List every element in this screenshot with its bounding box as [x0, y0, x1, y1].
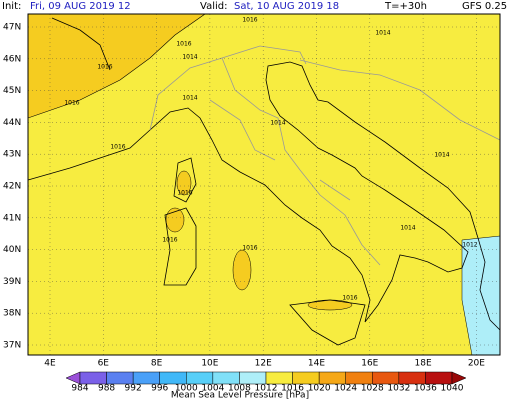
latitude-label: 39N [3, 277, 21, 287]
model: GFS 0.25 [462, 1, 507, 12]
isobar-label: 1016 [177, 190, 192, 197]
colorbar-label: 988 [98, 384, 115, 394]
coastline [51, 17, 111, 71]
high-pressure-area [176, 170, 192, 196]
header: Init: Fri, 09 AUG 2019 12 Valid: Sat, 10… [2, 1, 507, 12]
longitude-label: 4E [44, 359, 56, 369]
colorbar-label: 1000 [175, 384, 198, 394]
isobar-label: 1016 [162, 237, 177, 244]
latitude-label: 47N [3, 23, 21, 33]
colorbar-segment [159, 371, 187, 385]
colorbar-label: 1024 [334, 384, 357, 394]
colorbar-title: Mean Sea Level Pressure [hPa] [171, 391, 309, 400]
longitude-label: 14E [308, 359, 325, 369]
map-frame [27, 13, 501, 356]
colorbar-segment [106, 371, 134, 385]
isobar-label: 1016 [64, 100, 79, 107]
isobar-label: 1016 [176, 41, 191, 48]
colorbar-segment [79, 371, 107, 385]
isobar-labels: 1016 1014 1016 1014 1016 1016 1014 1014 1016 1014… [64, 17, 477, 302]
border [209, 59, 501, 201]
init-value: Fri, 09 AUG 2019 12 [30, 1, 131, 12]
colorbar-label: 1020 [308, 384, 331, 394]
isobar-label: 1012 [462, 242, 477, 249]
longitude-label: 12E [255, 359, 272, 369]
longitude-label: 20E [468, 359, 485, 369]
latitude-label: 43N [3, 150, 21, 160]
isobar-label: 1014 [270, 120, 285, 127]
isobar-label: 1016 [342, 295, 357, 302]
colorbar-segment [132, 371, 160, 385]
isobar-label: 1014 [375, 30, 390, 37]
longitude-label: 10E [201, 359, 218, 369]
latitude-label: 38N [3, 309, 21, 319]
latitude-label: 37N [3, 341, 21, 351]
valid-value: Sat, 10 AUG 2019 18 [234, 1, 339, 12]
longitude-label: 6E [98, 359, 110, 369]
isobar-label: 1016 [110, 144, 125, 151]
colorbar: Mean Sea Level Pressure [hPa] 984 988 992 9… [65, 371, 467, 400]
isobar-label: 1016 [242, 17, 257, 24]
colorbar-segment [398, 371, 426, 385]
high-pressure-area [232, 249, 252, 291]
latitude-label: 45N [3, 86, 21, 96]
colorbar-label: 1016 [281, 384, 304, 394]
isobar-label: 1014 [182, 54, 197, 61]
colorbar-segment [186, 371, 214, 385]
latitude-label: 41N [3, 213, 21, 223]
coastlines [27, 17, 501, 346]
colorbar-label: 1004 [201, 384, 224, 394]
coastline [289, 299, 366, 346]
longitude-label: 18E [415, 359, 432, 369]
latitude-label: 44N [3, 118, 21, 128]
colorbar-label: 1036 [414, 384, 437, 394]
colorbar-segment [318, 371, 346, 385]
colorbar-end [451, 371, 467, 385]
coastline [27, 61, 501, 331]
colorbar-label: 984 [71, 384, 88, 394]
colorbar-segment [212, 371, 240, 385]
colorbar-segment [239, 371, 267, 385]
colorbar-label: 992 [125, 384, 142, 394]
graticule [28, 14, 500, 355]
borders [149, 45, 501, 266]
init-label: Init: [2, 1, 21, 12]
isobar-label: 1014 [434, 152, 449, 159]
colorbar-segment [345, 371, 373, 385]
isobar-label: 1016 [242, 245, 257, 252]
border [221, 57, 381, 266]
valid-label: Valid: [200, 1, 227, 12]
colorbar-segment [372, 371, 400, 385]
latitude-label: 46N [3, 54, 21, 64]
lead-time: T=+30h [384, 1, 427, 12]
isobar-label: 1016 [97, 64, 112, 71]
latitude-label: 40N [3, 245, 21, 255]
isobar-label: 1014 [400, 225, 415, 232]
colorbar-label: 1012 [255, 384, 278, 394]
axis-labels: 47N 46N 45N 44N 43N 42N 41N 40N 39N 38N 37N 4E 6E 8E 1… [3, 23, 485, 369]
coastline [173, 157, 197, 203]
colorbar-label: 1008 [228, 384, 251, 394]
longitude-label: 16E [361, 359, 378, 369]
longitude-label: 8E [151, 359, 163, 369]
high-pressure-area [27, 13, 206, 119]
high-pressure-area [307, 299, 353, 311]
colorbar-label: 1028 [361, 384, 384, 394]
colorbar-segment [292, 371, 320, 385]
colorbar-segment [425, 371, 453, 385]
colorbar-label: 1040 [441, 384, 464, 394]
coastline [163, 207, 197, 286]
latitude-label: 42N [3, 182, 21, 192]
isobar-label: 1014 [182, 95, 197, 102]
colorbar-segment [265, 371, 293, 385]
colorbar-label: 1032 [387, 384, 410, 394]
colorbar-label: 996 [151, 384, 168, 394]
map-area: 1016 1014 1016 1014 1016 1016 1014 1014 1016 1014… [27, 13, 501, 356]
